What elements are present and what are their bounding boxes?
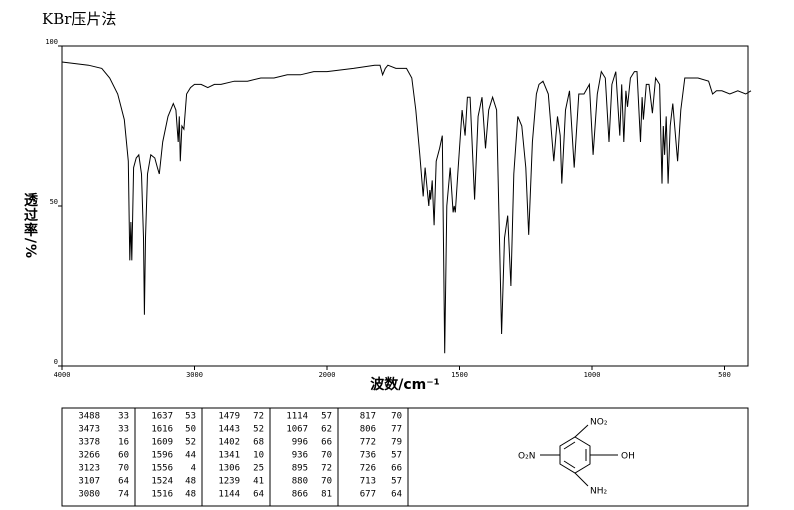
- table-cell: 74: [118, 490, 129, 500]
- table-cell: 936: [292, 451, 308, 461]
- x-tick-label: 1500: [451, 371, 468, 379]
- table-cell: 1144: [218, 490, 240, 500]
- x-tick-label: 4000: [54, 371, 71, 379]
- table-cell: 1479: [218, 412, 240, 422]
- table-cell: 70: [321, 451, 332, 461]
- table-cell: 53: [185, 412, 196, 422]
- table-cell: 72: [321, 464, 332, 474]
- table-cell: 713: [360, 477, 376, 487]
- table-cell: 736: [360, 451, 376, 461]
- table-cell: 880: [292, 477, 308, 487]
- table-cell: 866: [292, 490, 308, 500]
- y-tick-label: 50: [50, 198, 58, 206]
- table-frame: [61, 407, 749, 507]
- table-cell: 1306: [218, 464, 240, 474]
- table-cell: 16: [118, 438, 129, 448]
- table-cell: 64: [391, 490, 402, 500]
- table-cell: 70: [391, 412, 402, 422]
- table-cell: 60: [118, 451, 129, 461]
- table-cell: 677: [360, 490, 376, 500]
- x-tick-label: 500: [718, 371, 731, 379]
- table-cell: 25: [253, 464, 264, 474]
- x-axis-label: 波数/cm⁻¹: [370, 376, 440, 393]
- table-cell: 68: [253, 438, 264, 448]
- table-cell: 4: [191, 464, 196, 474]
- table-cell: 1637: [151, 412, 173, 422]
- table-cell: 57: [391, 477, 402, 487]
- table-cell: 66: [391, 464, 402, 474]
- table-cell: 806: [360, 425, 376, 435]
- table-cell: 3080: [78, 490, 100, 500]
- y-axis-label: 透过率/%: [22, 193, 38, 259]
- table-cell: 44: [185, 451, 196, 461]
- table-cell: 1609: [151, 438, 173, 448]
- table-cell: 1524: [151, 477, 173, 487]
- table-cell: 52: [185, 438, 196, 448]
- table-cell: 772: [360, 438, 376, 448]
- table-cell: 70: [321, 477, 332, 487]
- table-cell: 72: [253, 412, 264, 422]
- table-cell: 52: [253, 425, 264, 435]
- table-cell: 33: [118, 412, 129, 422]
- table-cell: 77: [391, 425, 402, 435]
- group-label: NH₂: [590, 487, 608, 497]
- table-cell: 64: [253, 490, 264, 500]
- bond: [574, 472, 589, 487]
- table-cell: 81: [321, 490, 332, 500]
- table-cell: 1596: [151, 451, 173, 461]
- table-cell: 33: [118, 425, 129, 435]
- table-cell: 64: [118, 477, 129, 487]
- table-cell: 3473: [78, 425, 100, 435]
- table-cell: 1239: [218, 477, 240, 487]
- y-tick-label: 0: [54, 358, 58, 366]
- table-cell: 1616: [151, 425, 173, 435]
- peak-table: 3488 33 1637 53 1479 72 1114 57 817 70 3473 33 1616 5…: [61, 407, 749, 507]
- bond: [574, 424, 589, 438]
- table-cell: 726: [360, 464, 376, 474]
- table-cell: 3378: [78, 438, 100, 448]
- x-tick-label: 1000: [584, 371, 601, 379]
- x-tick-label: 3000: [186, 371, 203, 379]
- group-label: NO₂: [590, 418, 608, 428]
- table-cell: 1402: [218, 438, 240, 448]
- table-cell: 10: [253, 451, 264, 461]
- group-label: O₂N: [518, 452, 535, 462]
- table-cell: 1556: [151, 464, 173, 474]
- table-cell: 1516: [151, 490, 173, 500]
- table-cell: 57: [391, 451, 402, 461]
- table-cell: 817: [360, 412, 376, 422]
- table-cell: 48: [185, 477, 196, 487]
- double-bond: [563, 460, 576, 469]
- table-cell: 3107: [78, 477, 100, 487]
- double-bond: [563, 441, 576, 450]
- table-cell: 1341: [218, 451, 240, 461]
- table-cell: 62: [321, 425, 332, 435]
- table-cell: 66: [321, 438, 332, 448]
- table-cell: 41: [253, 477, 264, 487]
- structure: [540, 424, 618, 487]
- table-cell: 895: [292, 464, 308, 474]
- table-cell: 3488: [78, 412, 100, 422]
- spectrum-line: [61, 61, 752, 354]
- table-cell: 3123: [78, 464, 100, 474]
- table-cell: 1067: [286, 425, 308, 435]
- table-cell: 1114: [286, 412, 308, 422]
- table-cell: 79: [391, 438, 402, 448]
- table-cell: 70: [118, 464, 129, 474]
- table-cell: 3266: [78, 451, 100, 461]
- table-cell: 1443: [218, 425, 240, 435]
- chart-title: KBr压片法: [42, 10, 116, 28]
- table-cell: 57: [321, 412, 332, 422]
- group-label: OH: [621, 452, 635, 462]
- table-cell: 50: [185, 425, 196, 435]
- table-cell: 996: [292, 438, 308, 448]
- table-cell: 48: [185, 490, 196, 500]
- x-tick-label: 2000: [319, 371, 336, 379]
- y-tick-label: 100: [45, 38, 58, 46]
